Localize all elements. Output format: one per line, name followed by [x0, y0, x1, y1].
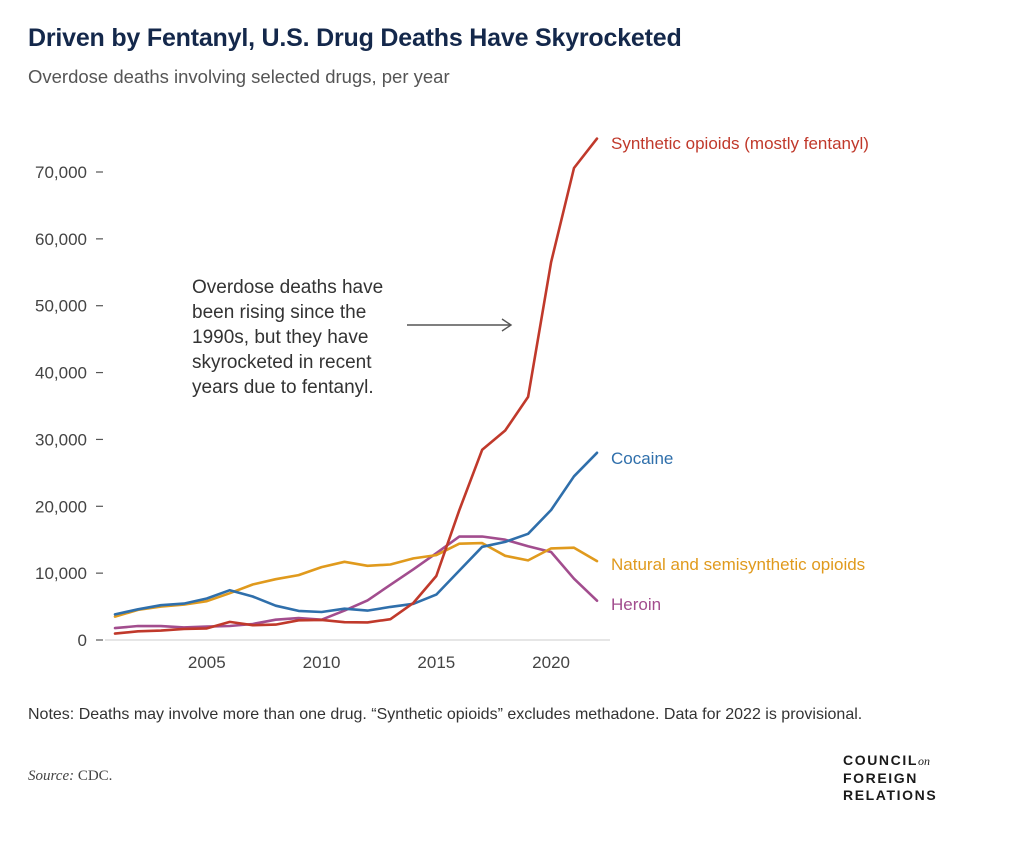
cfr-logo: COUNCILon FOREIGN RELATIONS	[843, 752, 937, 804]
annotation-line: years due to fentanyl.	[192, 377, 374, 398]
logo-on: on	[917, 754, 930, 768]
y-tick-label: 30,000	[35, 430, 87, 449]
y-tick-label: 40,000	[35, 364, 87, 383]
logo-line-council: COUNCIL	[843, 752, 918, 768]
series-label: Synthetic opioids (mostly fentanyl)	[611, 134, 869, 153]
series-line	[113, 535, 599, 630]
series-line	[113, 451, 599, 616]
series-label: Natural and semisynthetic opioids	[611, 555, 865, 574]
chart-notes: Notes: Deaths may involve more than one …	[28, 706, 863, 723]
x-tick-label: 2005	[188, 653, 226, 672]
y-tick-label: 10,000	[35, 564, 87, 583]
chart-area: 0 10,000 20,000 30,000 40,000 50,000 60,000 70,…	[35, 134, 869, 672]
logo-line-relations: RELATIONS	[843, 787, 938, 803]
y-tick-label: 60,000	[35, 230, 87, 249]
logo-line-foreign: FOREIGN	[843, 770, 918, 786]
series-label: Heroin	[611, 595, 661, 614]
chart-title: Driven by Fentanyl, U.S. Drug Deaths Hav…	[28, 24, 682, 52]
annotation-line: 1990s, but they have	[192, 327, 368, 348]
annotation-line: skyrocketed in recent	[192, 352, 372, 373]
annotation-line: been rising since the	[192, 302, 366, 323]
series-line	[113, 137, 599, 635]
y-tick-label: 20,000	[35, 497, 87, 516]
chart-subtitle: Overdose deaths involving selected drugs…	[28, 66, 450, 87]
source-value: CDC.	[77, 768, 113, 784]
y-tick-label: 70,000	[35, 163, 87, 182]
x-tick-label: 2015	[417, 653, 455, 672]
source-label: Source:	[28, 768, 75, 784]
series-line	[113, 541, 599, 618]
y-tick-label: 0	[78, 631, 87, 650]
annotation-arrow-head	[501, 318, 513, 332]
chart-source: Source: CDC.	[28, 768, 112, 785]
x-tick-label: 2020	[532, 653, 570, 672]
annotation-line: Overdose deaths have	[192, 277, 383, 298]
x-tick-label: 2010	[303, 653, 341, 672]
y-tick-label: 50,000	[35, 297, 87, 316]
series-label: Cocaine	[611, 449, 673, 468]
